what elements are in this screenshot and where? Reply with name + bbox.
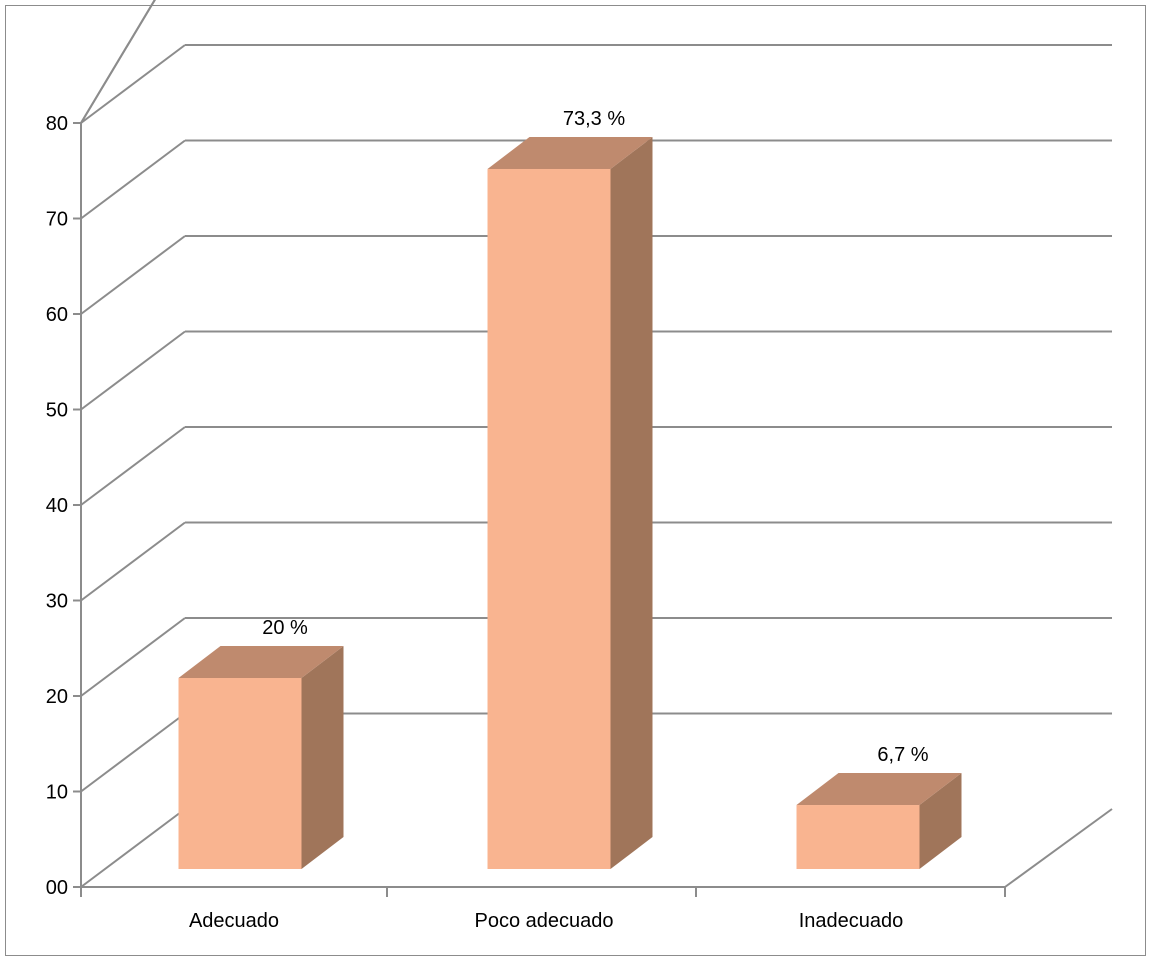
y-tick-label: 70 — [46, 209, 68, 231]
bar-front-face — [178, 678, 302, 869]
axis-layer — [73, 122, 1113, 897]
gridline-side — [80, 808, 186, 888]
data-label: 20 % — [262, 617, 308, 639]
gridline-side-top — [80, 0, 156, 124]
y-tick-label: 00 — [46, 877, 68, 899]
gridline-side — [80, 521, 186, 602]
y-tick-label: 60 — [46, 304, 68, 326]
bar-top-face — [178, 646, 344, 678]
gridline-side — [80, 330, 186, 411]
y-tick-label: 50 — [46, 400, 68, 422]
gridline-side — [80, 426, 186, 506]
x-category-label: Poco adecuado — [474, 910, 613, 932]
gridline-side — [80, 44, 186, 124]
floor-edge-right — [1004, 808, 1113, 888]
data-label: 73,3 % — [563, 108, 625, 130]
gridline-side-topmost — [80, 0, 156, 124]
y-tick-label: 80 — [46, 113, 68, 135]
y-tick-label: 40 — [46, 495, 68, 517]
bar — [178, 646, 344, 869]
y-tick-label: 10 — [46, 782, 68, 804]
bar — [796, 773, 962, 869]
bar-side-face — [919, 773, 962, 869]
bar-side-face — [301, 646, 344, 869]
bar-top-face — [487, 136, 653, 169]
y-tick-label: 20 — [46, 686, 68, 708]
gridline-side — [80, 617, 186, 697]
gridline-side — [80, 712, 186, 793]
gridline-side — [80, 139, 186, 220]
bar-front-face — [487, 168, 611, 870]
x-category-label: Inadecuado — [799, 910, 904, 932]
y-tick-label: 30 — [46, 591, 68, 613]
bar-side-face — [610, 136, 653, 870]
bar-layer — [178, 136, 962, 870]
bar-top-face — [796, 773, 962, 806]
bar — [487, 136, 653, 870]
label-layer: 00 10 20 30 40 50 60 70 80 20 % Adecuado 73,3 % Poco… — [46, 108, 929, 932]
bar-front-face — [796, 805, 920, 869]
gridline-side — [80, 235, 186, 315]
x-category-label: Adecuado — [189, 910, 279, 932]
data-label: 6,7 % — [877, 744, 928, 766]
